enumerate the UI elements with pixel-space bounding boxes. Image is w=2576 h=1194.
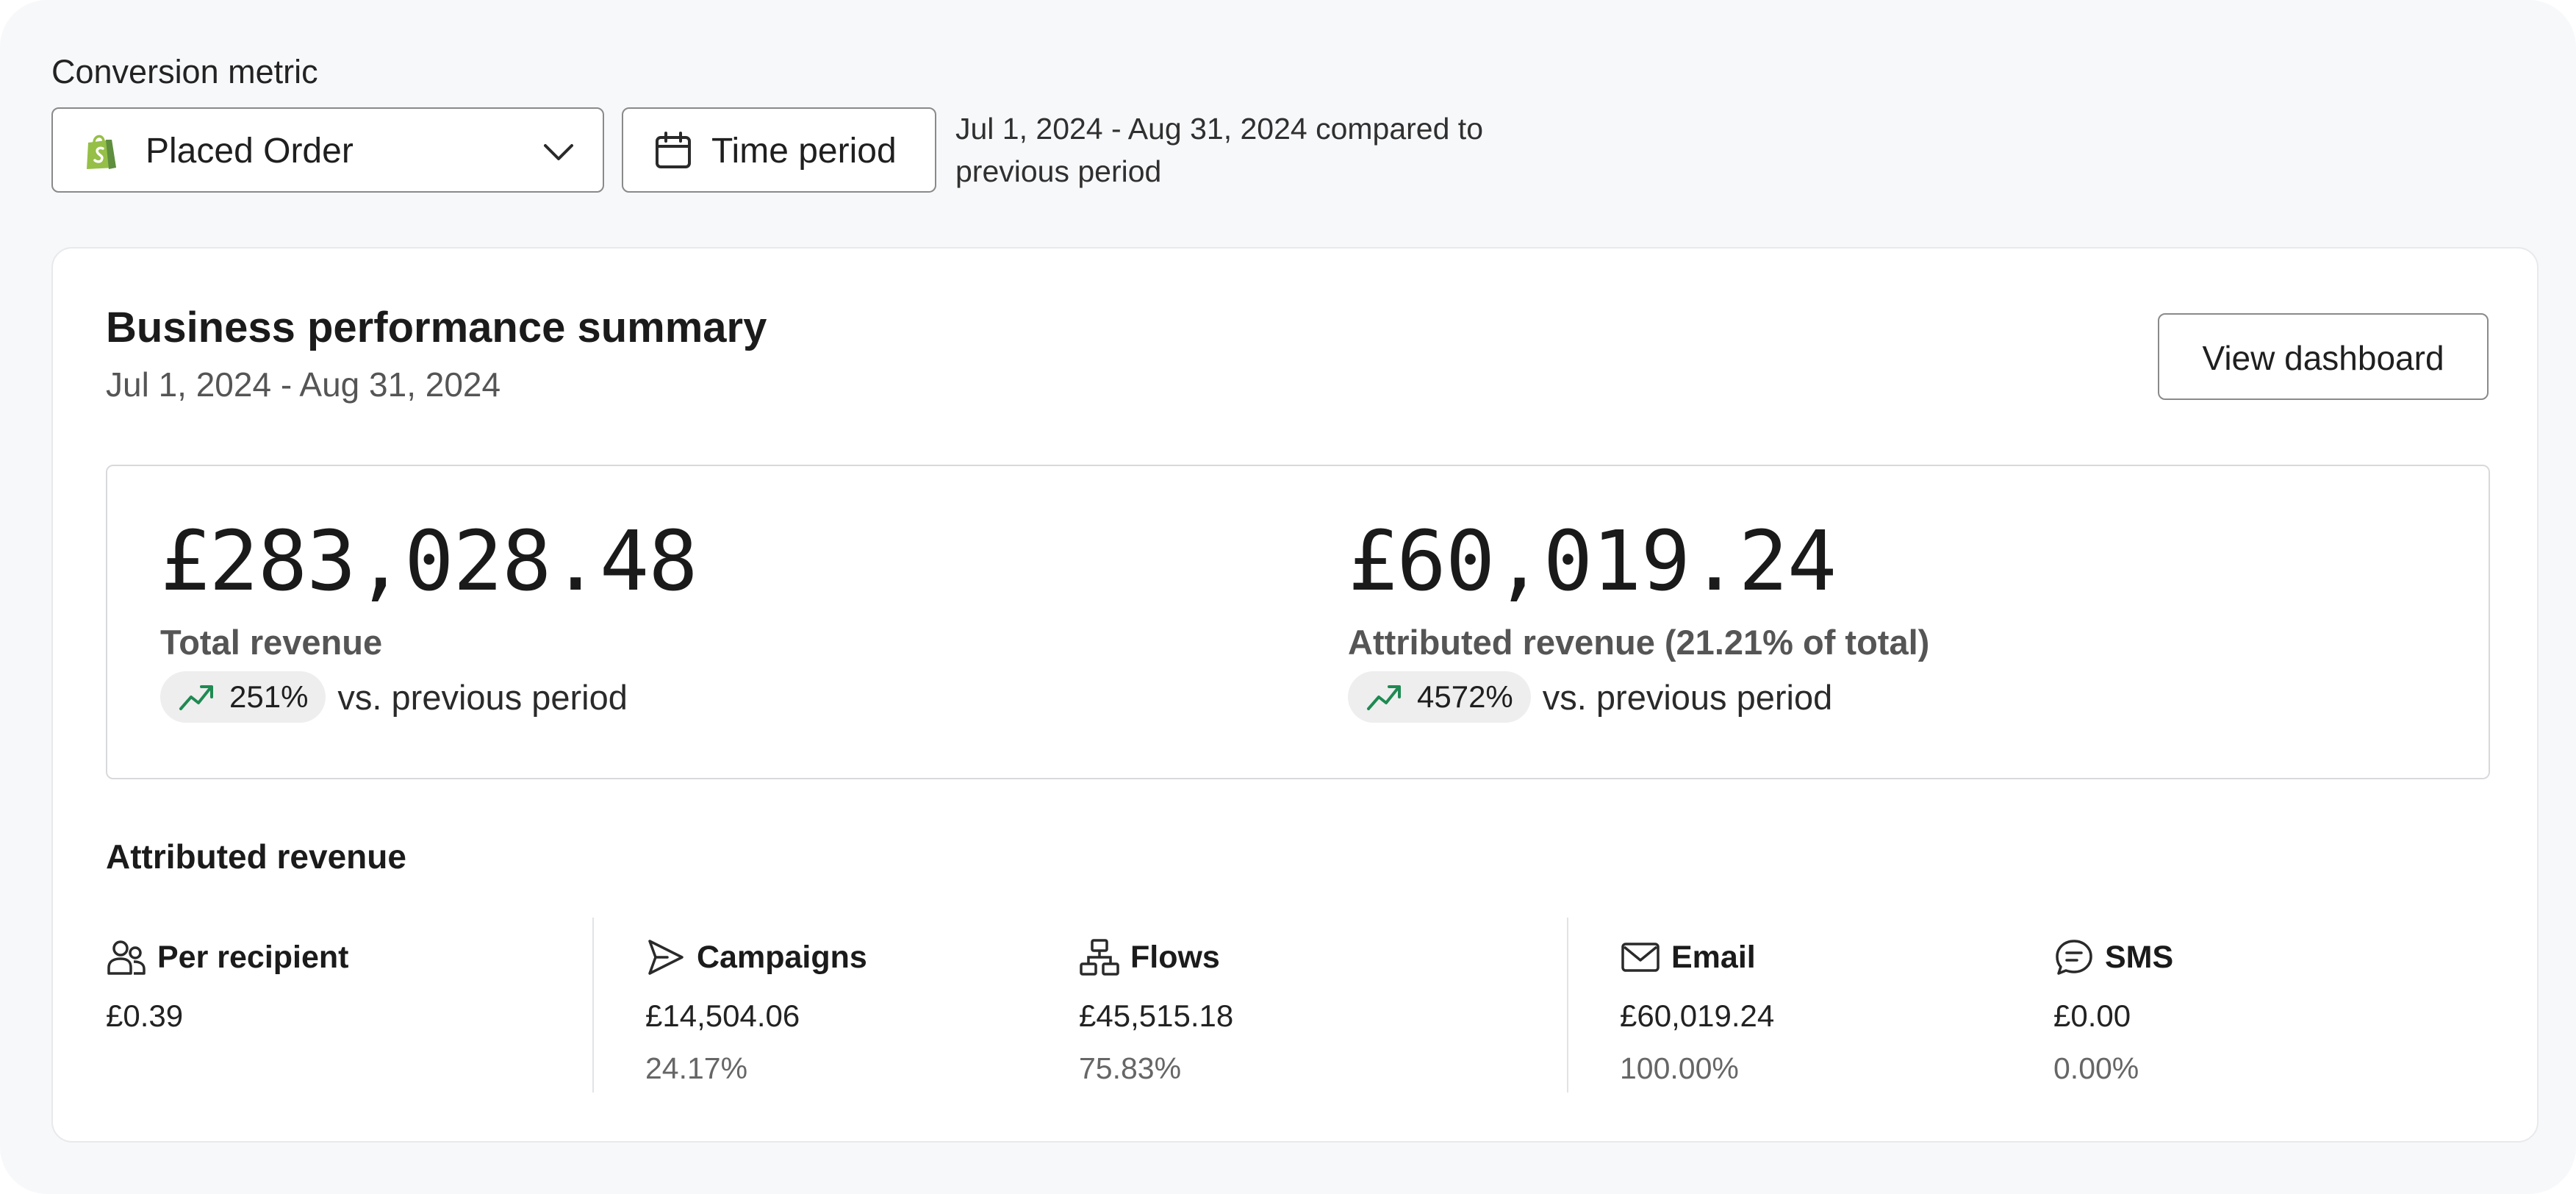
change-badge: 4572%: [1348, 671, 1531, 723]
total-revenue-label: Total revenue: [160, 623, 383, 662]
change-percent: 251%: [229, 679, 309, 714]
total-revenue-change: 251% vs. previous period: [160, 671, 697, 723]
attributed-revenue-stat: £60,019.24 Attributed revenue (21.21% of…: [1348, 518, 1929, 723]
metric-percent: 0.00%: [2053, 1051, 2139, 1085]
summary-date-range: Jul 1, 2024 - Aug 31, 2024: [106, 365, 501, 404]
view-dashboard-button[interactable]: View dashboard: [2158, 313, 2489, 400]
total-revenue-stat: £283,028.48 Total revenue 251% vs. previ…: [160, 514, 698, 723]
attributed-revenue-value: £60,019.24: [1348, 514, 1837, 609]
attributed-revenue-label: Attributed revenue (21.21% of total): [1348, 623, 1930, 662]
metric-name: Flows: [1130, 939, 1220, 975]
change-comparison-text: vs. previous period: [1542, 677, 1833, 717]
send-icon: [648, 940, 684, 975]
metric-value: £0.39: [106, 998, 184, 1033]
total-revenue-value: £283,028.48: [160, 514, 698, 609]
metric-name: Email: [1671, 939, 1756, 975]
metric-name: Per recipient: [157, 939, 349, 975]
attributed-revenue-change: 4572% vs. previous period: [1348, 671, 1929, 723]
sms-metric: SMS £0.00 0.00%: [2053, 935, 2173, 1086]
view-dashboard-label: View dashboard: [2202, 339, 2444, 377]
metric-name: Campaigns: [697, 939, 867, 975]
campaigns-metric: Campaigns £14,504.06 24.17%: [645, 935, 867, 1086]
shopify-bag-icon: [87, 135, 116, 169]
metric-value: £45,515.18: [1079, 998, 1234, 1033]
column-divider: [1567, 918, 1568, 1093]
calendar-icon: [656, 132, 691, 168]
conversion-metric-label: Conversion metric: [51, 53, 318, 90]
business-performance-card: Business performance summary Jul 1, 2024…: [51, 247, 2539, 1143]
time-period-label: Time period: [711, 132, 897, 171]
flows-metric: Flows £45,515.18 75.83%: [1079, 935, 1233, 1086]
email-metric: Email £60,019.24 100.00%: [1620, 935, 1774, 1086]
change-badge: 251%: [160, 671, 326, 723]
dropdown-selected-value: Placed Order: [146, 132, 354, 171]
time-period-button[interactable]: Time period: [622, 107, 936, 193]
per-recipient-metric: Per recipient £0.39: [106, 935, 349, 1034]
column-divider: [592, 918, 594, 1093]
summary-title: Business performance summary: [106, 304, 767, 351]
chevron-down-icon: [544, 144, 573, 160]
metric-value: £60,019.24: [1620, 998, 1775, 1033]
flow-icon: [1080, 939, 1119, 976]
metric-percent: 75.83%: [1079, 1051, 1182, 1085]
metric-name: SMS: [2105, 939, 2174, 975]
conversion-metric-dropdown[interactable]: Placed Order: [51, 107, 604, 193]
metric-value: £0.00: [2053, 998, 2131, 1033]
trend-up-icon: [1367, 685, 1401, 710]
sms-icon: [2056, 940, 2092, 975]
comparison-range-text: Jul 1, 2024 - Aug 31, 2024 compared to p…: [955, 112, 1484, 188]
revenue-stats-box: £283,028.48 Total revenue 251% vs. previ…: [106, 465, 2490, 779]
trend-up-icon: [179, 685, 213, 710]
metric-percent: 100.00%: [1620, 1051, 1739, 1085]
change-comparison-text: vs. previous period: [337, 677, 628, 717]
metric-value: £14,504.06: [645, 998, 800, 1033]
metric-percent: 24.17%: [645, 1051, 748, 1085]
mail-icon: [1621, 943, 1660, 972]
people-icon: [107, 940, 146, 975]
change-percent: 4572%: [1417, 679, 1513, 714]
attributed-revenue-title: Attributed revenue: [106, 837, 406, 876]
